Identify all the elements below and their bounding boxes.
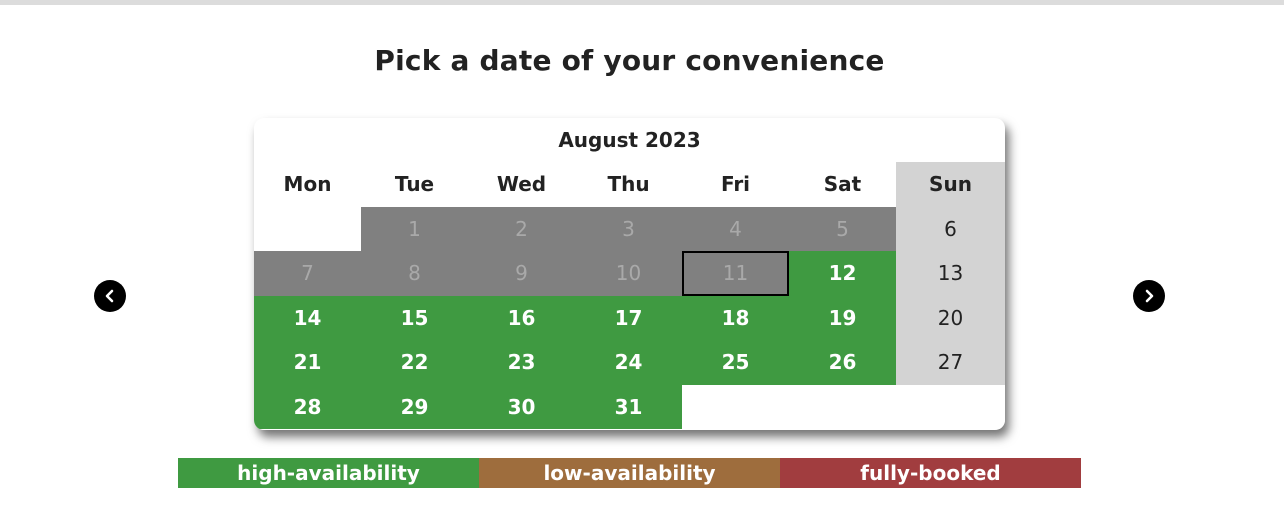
month-label: August 2023 — [558, 128, 701, 152]
empty-day-cell — [682, 384, 789, 429]
day-cell-available[interactable]: 15 — [361, 295, 468, 340]
prev-month-button[interactable] — [94, 280, 126, 312]
empty-day-cell — [789, 384, 896, 429]
day-cell-past: 7 — [254, 251, 361, 296]
empty-day-cell — [254, 206, 361, 251]
chevron-right-icon — [1142, 289, 1156, 303]
legend-fully-booked: fully-booked — [780, 458, 1081, 488]
day-cell-available[interactable]: 24 — [575, 340, 682, 385]
day-cell-available[interactable]: 30 — [468, 384, 575, 429]
day-cell-available[interactable]: 16 — [468, 295, 575, 340]
next-month-button[interactable] — [1133, 280, 1165, 312]
day-cell-available[interactable]: 14 — [254, 295, 361, 340]
day-cell-available[interactable]: 17 — [575, 295, 682, 340]
day-cell-weekend: 13 — [896, 251, 1005, 296]
legend-high-availability: high-availability — [178, 458, 479, 488]
day-cell-available[interactable]: 29 — [361, 384, 468, 429]
day-cell-today: 11 — [682, 251, 789, 296]
weekday-header: Tue — [361, 162, 468, 207]
day-cell-available[interactable]: 22 — [361, 340, 468, 385]
day-cell-available[interactable]: 25 — [682, 340, 789, 385]
page-title: Pick a date of your convenience — [374, 44, 885, 77]
day-cell-past: 3 — [575, 206, 682, 251]
chevron-left-icon — [103, 289, 117, 303]
day-cell-weekend: 20 — [896, 295, 1005, 340]
day-cell-past: 8 — [361, 251, 468, 296]
day-cell-available[interactable]: 18 — [682, 295, 789, 340]
day-cell-past: 9 — [468, 251, 575, 296]
day-cell-past: 10 — [575, 251, 682, 296]
day-cell-weekend: 27 — [896, 340, 1005, 385]
weekday-header: Sat — [789, 162, 896, 207]
calendar: August 2023 Mon Tue Wed Thu Fri Sat Sun … — [254, 118, 1005, 430]
weekday-header: Wed — [468, 162, 575, 207]
weekday-header: Mon — [254, 162, 361, 207]
day-cell-available[interactable]: 26 — [789, 340, 896, 385]
day-cell-past: 2 — [468, 206, 575, 251]
day-cell-available[interactable]: 19 — [789, 295, 896, 340]
weekday-header: Thu — [575, 162, 682, 207]
availability-legend: high-availability low-availability fully… — [178, 458, 1081, 488]
legend-low-availability: low-availability — [479, 458, 780, 488]
day-cell-available[interactable]: 23 — [468, 340, 575, 385]
day-cell-past: 1 — [361, 206, 468, 251]
day-cell-past: 5 — [789, 206, 896, 251]
day-cell-available[interactable]: 12 — [789, 251, 896, 296]
top-bar — [0, 0, 1284, 5]
calendar-grid: Mon Tue Wed Thu Fri Sat Sun 1 2 3 4 5 6 7 8 9 10 1… — [254, 162, 1005, 429]
day-cell-weekend: 6 — [896, 206, 1005, 251]
weekday-header: Sun — [896, 162, 1005, 207]
day-cell-past: 4 — [682, 206, 789, 251]
day-cell-available[interactable]: 31 — [575, 384, 682, 429]
day-cell-available[interactable]: 21 — [254, 340, 361, 385]
weekday-header: Fri — [682, 162, 789, 207]
empty-day-cell — [896, 384, 1005, 429]
day-cell-available[interactable]: 28 — [254, 384, 361, 429]
